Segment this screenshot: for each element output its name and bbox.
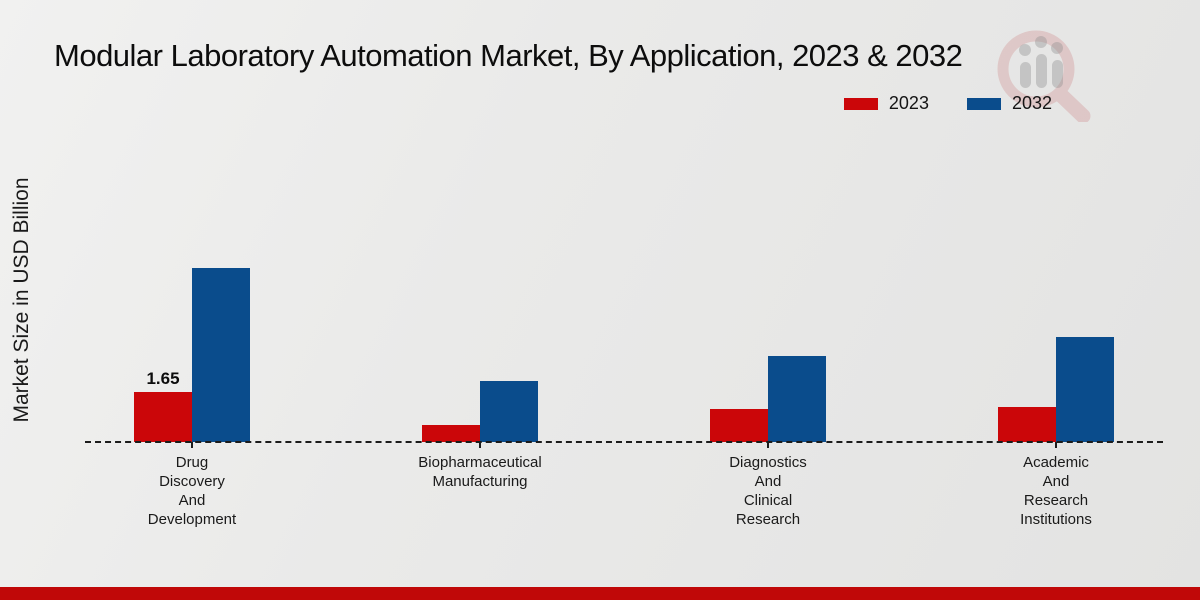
x-axis-tick	[1055, 442, 1057, 448]
bar-2032-group1	[192, 268, 250, 442]
bar-2032-group4	[1056, 337, 1114, 442]
x-axis-category-label: Academic And Research Institutions	[1020, 454, 1092, 528]
x-axis-tick	[191, 442, 193, 448]
legend-item-2032: 2032	[966, 93, 1052, 114]
legend-swatch-2032	[966, 97, 1001, 110]
legend-label-2023: 2023	[888, 93, 929, 113]
bar-2023-group1	[134, 392, 192, 442]
chart-title: Modular Laboratory Automation Market, By…	[54, 38, 963, 73]
footer-accent-bar	[0, 587, 1200, 600]
bar-2023-group2	[422, 425, 480, 442]
bar-2032-group2	[480, 381, 538, 442]
legend-label-2032: 2032	[1011, 93, 1052, 113]
x-axis-category-label: Biopharmaceutical Manufacturing	[418, 454, 542, 490]
legend-swatch-2023	[843, 97, 878, 110]
x-axis-tick	[767, 442, 769, 448]
legend-item-2023: 2023	[843, 93, 929, 114]
x-axis-tick	[479, 442, 481, 448]
bar-value-label: 1.65	[146, 369, 180, 388]
x-axis-category-label: Drug Discovery And Development	[147, 454, 237, 528]
y-axis-label: Market Size in USD Billion	[10, 177, 33, 423]
bar-2023-group4	[998, 407, 1056, 442]
x-axis-dashed-baseline	[85, 441, 1163, 443]
x-axis-category-label: Diagnostics And Clinical Research	[729, 454, 807, 528]
chart-legend: 2023 2032	[843, 93, 1052, 114]
bar-2032-group3	[768, 356, 826, 442]
bar-2023-group3	[710, 409, 768, 442]
